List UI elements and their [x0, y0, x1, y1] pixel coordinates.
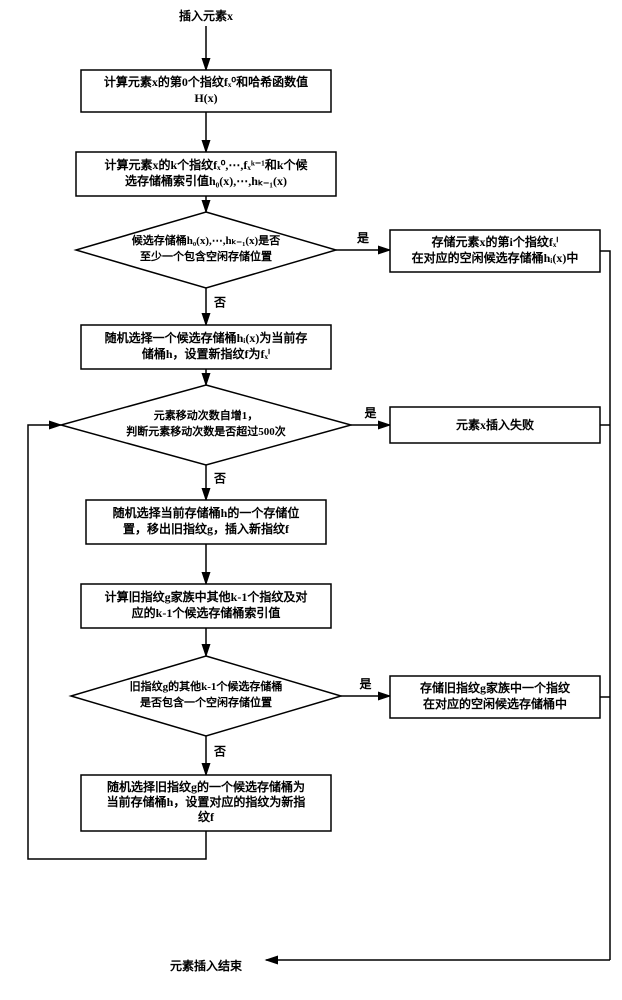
label: 置，移出旧指纹g，插入新指纹f — [123, 521, 290, 536]
label: 是否包含一个空闲存储位置 — [139, 695, 272, 709]
label: 应的k-1个候选存储桶索引值 — [132, 605, 281, 620]
label: 旧指纹g的其他k-1个候选存储桶 — [130, 679, 283, 693]
label: 计算元素x的k个指纹fₓ⁰,⋯,fₓᵏ⁻¹和k个候 — [105, 157, 309, 172]
label: 存储旧指纹g家族中一个指纹 — [419, 680, 571, 695]
connector — [600, 251, 610, 960]
label: 随机选择旧指纹g的一个候选存储桶为 — [107, 779, 305, 794]
label: 至少一个包含空闲存储位置 — [140, 249, 272, 263]
label: 在对应的空闲候选存储桶中 — [423, 696, 567, 711]
label: 判断元素移动次数是否超过500次 — [126, 424, 286, 438]
label: 纹f — [198, 809, 215, 824]
start-label: 插入元素x — [179, 8, 233, 23]
decision-diamond — [61, 385, 351, 465]
label: 元素x插入失败 — [456, 417, 534, 432]
label: 储桶h，设置新指纹f为fₓⁱ — [142, 346, 270, 361]
decision-diamond — [71, 656, 341, 736]
yes-label: 是 — [363, 406, 377, 420]
label: 在对应的空闲候选存储桶hᵢ(x)中 — [412, 250, 579, 265]
label: 当前存储桶h，设置对应的指纹为新指 — [107, 794, 306, 809]
label: 存储元素x的第i个指纹fₓⁱ — [431, 234, 559, 249]
label: 随机选择一个候选存储桶hᵢ(x)为当前存 — [105, 330, 308, 345]
label: 元素移动次数自增1， — [154, 408, 259, 422]
no-label: 否 — [213, 296, 226, 310]
no-label: 否 — [213, 745, 226, 759]
label: 计算元素x的第0个指纹fₓ⁰和哈希函数值 — [104, 74, 308, 89]
decision-diamond — [76, 212, 336, 288]
label: 候选存储桶h₀(x),⋯,hₖ₋₁(x)是否 — [132, 233, 280, 247]
yes-label: 是 — [358, 677, 372, 691]
label: 随机选择当前存储桶h的一个存储位 — [113, 505, 300, 520]
yes-label: 是 — [356, 231, 370, 245]
label: 计算旧指纹g家族中其他k-1个指纹及对 — [105, 589, 308, 604]
label: 选存储桶索引值h₀(x),⋯,hₖ₋₁(x) — [125, 173, 287, 188]
label: H(x) — [194, 91, 217, 105]
no-label: 否 — [213, 472, 226, 486]
end-label: 元素插入结束 — [170, 958, 243, 973]
